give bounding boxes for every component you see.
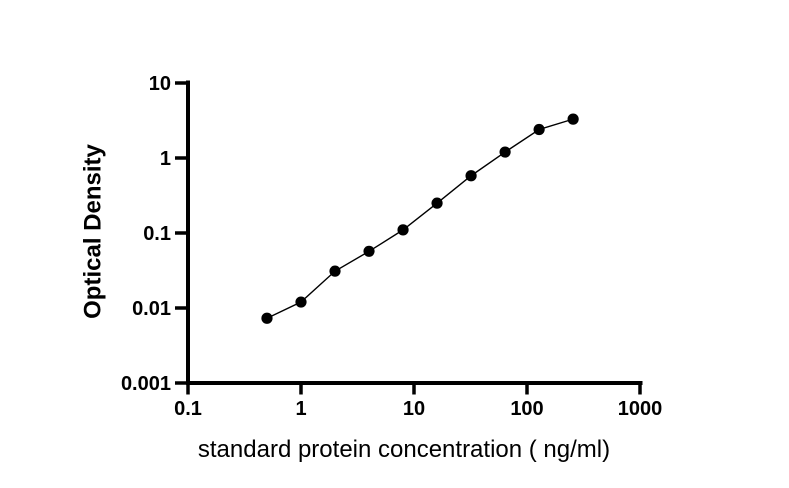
x-tick-label: 1 (295, 398, 306, 420)
data-point (329, 265, 341, 277)
data-point (499, 146, 511, 158)
data-series (261, 113, 579, 324)
data-point (465, 170, 477, 182)
series-line (266, 118, 574, 319)
data-point (533, 123, 545, 136)
data-point (295, 296, 307, 308)
data-point (261, 312, 273, 324)
data-point (431, 197, 443, 209)
y-tick-label: 0.001 (121, 373, 171, 395)
x-tick-label: 10 (403, 398, 425, 420)
y-axis-title: Optical Density (79, 143, 106, 318)
data-point (567, 113, 579, 125)
y-tick-label: 0.1 (143, 223, 171, 245)
x-tick-label: 1000 (618, 398, 663, 420)
x-axis-title: standard protein concentration ( ng/ml) (198, 436, 610, 463)
x-tick-label: 100 (510, 398, 543, 420)
y-tick-label: 0.01 (132, 298, 171, 320)
y-tick-label: 10 (149, 73, 171, 95)
x-tick-label: 0.1 (174, 398, 202, 420)
y-tick-label: 1 (160, 148, 171, 170)
data-point (397, 224, 409, 236)
data-point (363, 245, 375, 257)
